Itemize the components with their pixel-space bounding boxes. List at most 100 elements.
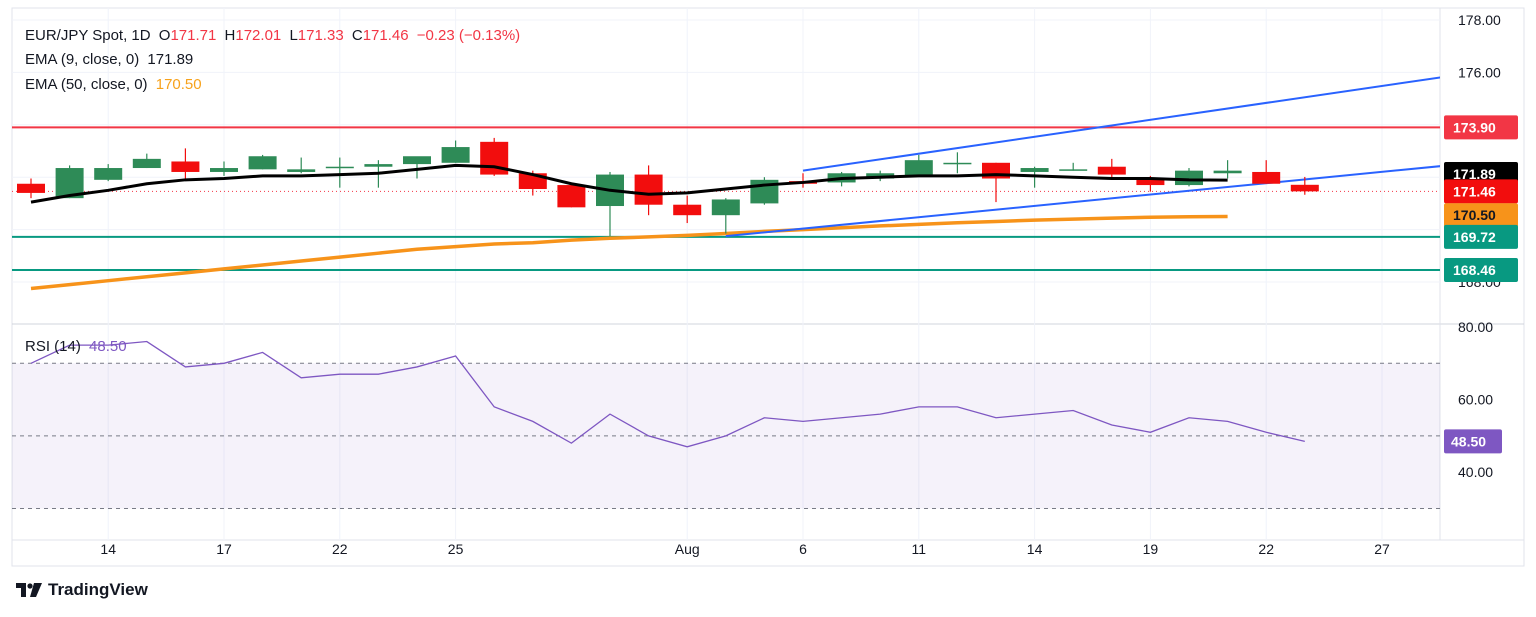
tradingview-logo[interactable]: TradingView	[16, 580, 148, 600]
chart-frame	[11, 7, 1525, 567]
legend-ema9-value: 171.89	[147, 51, 194, 68]
candle	[1175, 168, 1203, 187]
rsi-last-label: 48.50	[1451, 433, 1486, 449]
candle	[248, 154, 277, 170]
candle	[210, 161, 238, 176]
candle	[673, 195, 702, 224]
candle	[17, 178, 45, 199]
tradingview-icon	[16, 583, 42, 597]
candle-body	[1213, 170, 1242, 174]
channel-upper-line	[802, 76, 1440, 172]
candle-body	[634, 174, 663, 205]
time-tick-label: 11	[912, 541, 927, 557]
candle-body	[557, 185, 586, 208]
rsi-line	[30, 340, 1305, 448]
candle-body	[132, 158, 161, 169]
candle	[943, 152, 972, 174]
candle	[711, 198, 740, 234]
candle	[1059, 162, 1088, 171]
candle-body	[943, 162, 972, 165]
price-tag-ema50	[1444, 203, 1518, 228]
time-tick-label: 17	[216, 541, 232, 557]
legend-symbol: EUR/JPY Spot, 1D	[25, 27, 151, 44]
candle	[596, 171, 624, 237]
candle-body	[904, 160, 933, 176]
candle	[750, 177, 779, 205]
ema9-line	[30, 163, 1228, 204]
rsi-pane	[30, 340, 1305, 448]
candle-body	[1059, 169, 1088, 171]
candle-body	[1097, 166, 1126, 175]
legend-low-label: L	[289, 27, 298, 44]
legend-ema50-value: 170.50	[155, 76, 202, 93]
candle-body	[364, 164, 393, 167]
candle-body	[325, 166, 354, 169]
legend-low-value: 171.33	[297, 27, 344, 44]
price-pane	[12, 76, 1440, 291]
time-tick-label: 25	[448, 541, 464, 557]
candle-body	[441, 147, 470, 163]
time-tick-label: 19	[1143, 541, 1159, 557]
price-tag-label: 171.89	[1453, 166, 1496, 182]
legend-high-label: H	[224, 27, 236, 44]
candle-body	[171, 161, 200, 172]
legend-close-value: 171.46	[362, 27, 409, 44]
price-tag-support	[1444, 257, 1518, 282]
legend-ema9: EMA (9, close, 0) 171.89	[25, 51, 197, 68]
time-tick-label: 6	[799, 541, 807, 557]
legend-rsi-label: RSI (14)	[25, 338, 81, 355]
candle-body	[1136, 178, 1165, 186]
candle	[1252, 160, 1281, 184]
legend-open-label: O	[158, 27, 171, 44]
price-tag-support	[1444, 224, 1518, 249]
price-tag-label: 169.72	[1453, 229, 1496, 245]
legend-high-value: 172.01	[235, 27, 282, 44]
candle	[982, 162, 1010, 203]
price-tick-label: 178.00	[1458, 12, 1501, 28]
legend-ema50: EMA (50, close, 0) 170.50	[25, 76, 206, 93]
time-tick-label: 14	[1027, 541, 1043, 557]
candle-body	[673, 204, 702, 216]
candle	[94, 164, 123, 182]
candle-body	[210, 168, 238, 172]
candle	[287, 157, 316, 174]
candle-body	[403, 156, 431, 165]
legend-rsi-value: 48.50	[89, 338, 127, 355]
candle-body	[17, 183, 45, 193]
candle	[1097, 158, 1126, 180]
candle	[1213, 160, 1242, 179]
candle-body	[94, 168, 123, 180]
candle-body	[287, 169, 316, 172]
candle	[441, 140, 470, 163]
legend-open-value: 171.71	[170, 27, 217, 44]
candle-body	[711, 199, 740, 216]
time-tick-label: 22	[332, 541, 348, 557]
candle	[1290, 176, 1319, 195]
time-tick-label: Aug	[675, 541, 700, 557]
candle-body	[1020, 168, 1049, 172]
rsi-last-tag	[1444, 429, 1502, 454]
rsi-tick-label: 40.00	[1458, 464, 1493, 480]
candle-body	[248, 156, 277, 170]
price-tag-label: 173.90	[1453, 119, 1496, 135]
time-tick-label: 27	[1374, 541, 1390, 557]
candle	[171, 148, 200, 180]
price-tag-last	[1444, 179, 1518, 204]
price-tag-label: 171.46	[1453, 183, 1496, 199]
price-tick-label: 176.00	[1458, 64, 1501, 80]
legend-ema50-label: EMA (50, close, 0)	[25, 76, 148, 93]
candle-body	[1252, 171, 1281, 184]
candle	[557, 182, 586, 208]
rsi-tick-label: 80.00	[1458, 319, 1493, 335]
tradingview-name: TradingView	[48, 580, 148, 599]
candle-body	[1290, 184, 1319, 192]
legend-close-label: C	[351, 27, 363, 44]
candle	[904, 154, 933, 176]
ema50-line	[30, 214, 1228, 291]
legend-ema9-label: EMA (9, close, 0)	[25, 51, 140, 68]
legend-change: −0.23 (−0.13%)	[416, 27, 521, 44]
price-tag-resistance	[1444, 115, 1518, 140]
candle	[132, 153, 161, 169]
candle-body	[1175, 170, 1203, 186]
candle	[325, 157, 354, 188]
